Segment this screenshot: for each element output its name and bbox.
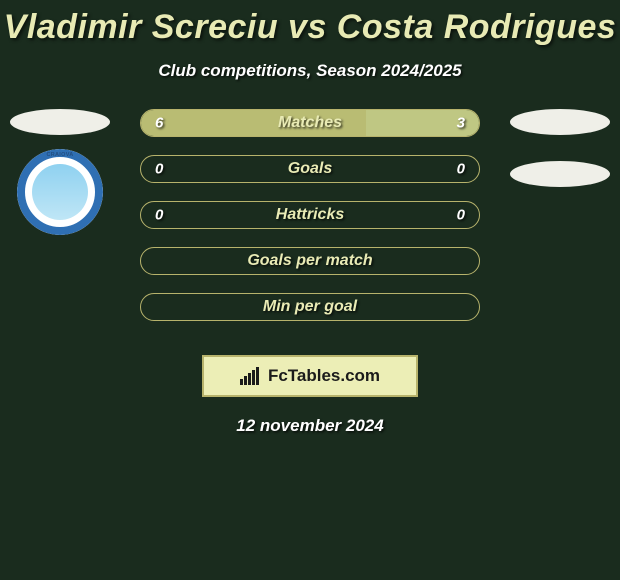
stat-value-left: 0 — [155, 207, 163, 224]
player-right-column — [510, 109, 610, 187]
player-left-avatar-placeholder — [10, 109, 110, 135]
player-right-avatar-placeholder — [510, 109, 610, 135]
brand-box: FcTables.com — [202, 355, 418, 397]
stat-value-right: 0 — [457, 207, 465, 224]
stat-label: Hattricks — [276, 206, 344, 224]
comparison-subtitle: Club competitions, Season 2024/2025 — [0, 61, 620, 81]
stat-row-matches: 6 3 Matches — [140, 109, 480, 137]
comparison-title: Vladimir Screciu vs Costa Rodrigues — [0, 0, 620, 47]
stat-bars-container: 6 3 Matches 0 0 Goals 0 0 Hattricks Goals per mat… — [140, 109, 480, 321]
stat-label: Goals — [288, 160, 332, 178]
stat-label: Matches — [278, 114, 342, 132]
stat-row-hattricks: 0 0 Hattricks — [140, 201, 480, 229]
stat-value-left: 6 — [155, 115, 163, 132]
stat-value-right: 0 — [457, 161, 465, 178]
club-badge-inner — [32, 164, 88, 220]
player-right-club-placeholder — [510, 161, 610, 187]
stat-value-left: 0 — [155, 161, 163, 178]
stat-row-goals-per-match: Goals per match — [140, 247, 480, 275]
stat-value-right: 3 — [457, 115, 465, 132]
brand-text: FcTables.com — [268, 366, 380, 386]
stat-row-min-per-goal: Min per goal — [140, 293, 480, 321]
stat-row-goals: 0 0 Goals — [140, 155, 480, 183]
club-badge-text: CRAIOVA — [17, 152, 103, 158]
stat-label: Goals per match — [247, 252, 372, 270]
player-left-club-badge: CRAIOVA — [17, 149, 103, 235]
player-left-column: CRAIOVA — [10, 109, 110, 235]
bar-chart-icon — [240, 367, 262, 385]
stat-label: Min per goal — [263, 298, 357, 316]
generation-date: 12 november 2024 — [0, 416, 620, 436]
